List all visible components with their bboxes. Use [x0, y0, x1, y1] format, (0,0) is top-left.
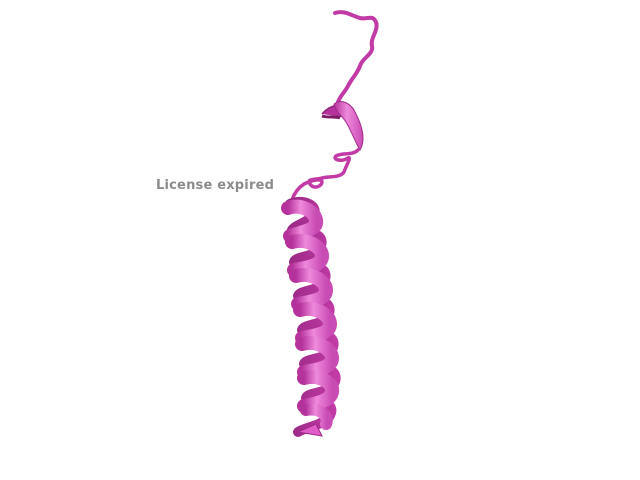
coil-linker [290, 148, 360, 202]
license-watermark: License expired [156, 178, 275, 193]
long-helix [281, 196, 341, 437]
short-helix [321, 101, 364, 151]
coil-n-terminus [333, 10, 379, 104]
